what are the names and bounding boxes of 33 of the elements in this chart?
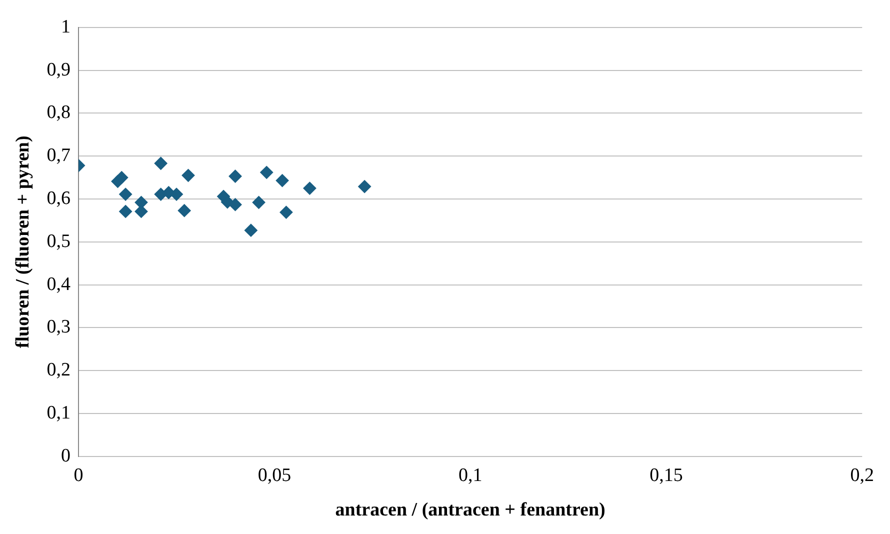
point — [358, 180, 372, 194]
point — [244, 224, 258, 237]
y-tick-label: 0,5 — [46, 230, 71, 252]
y-tick-label: 0,6 — [46, 188, 71, 209]
x-axis-title: antracen / (antracen + fenantren) — [335, 500, 606, 521]
point — [119, 188, 132, 201]
point — [170, 188, 183, 201]
y-tick-label: 0,1 — [46, 402, 71, 424]
x-tick-label: 0,15 — [650, 464, 683, 486]
y-axis-title: fluoren / (fluoren + pyren) — [12, 136, 34, 348]
point — [260, 166, 274, 179]
y-tick-label: 0,7 — [46, 145, 71, 166]
x-tick-label: 0,2 — [850, 464, 874, 486]
point — [228, 198, 242, 212]
point — [119, 204, 132, 218]
y-tick-label: 0,2 — [46, 360, 71, 381]
y-tick-label: 0,9 — [46, 59, 71, 80]
y-tick-label: 0 — [61, 445, 71, 466]
x-tick-label: 0,1 — [458, 464, 482, 486]
point — [154, 156, 168, 170]
y-tick-label: 1 — [61, 16, 71, 38]
point — [280, 206, 293, 219]
point — [252, 196, 266, 209]
y-tick-label: 0,8 — [46, 102, 71, 124]
point — [228, 170, 242, 183]
point — [178, 204, 191, 218]
y-tick-label: 0,4 — [46, 274, 72, 295]
y-tick-label: 0,3 — [46, 316, 71, 338]
x-tick-label: 0,05 — [258, 464, 292, 486]
point — [182, 168, 195, 182]
point — [115, 171, 128, 184]
point — [303, 182, 316, 195]
point — [276, 174, 289, 188]
